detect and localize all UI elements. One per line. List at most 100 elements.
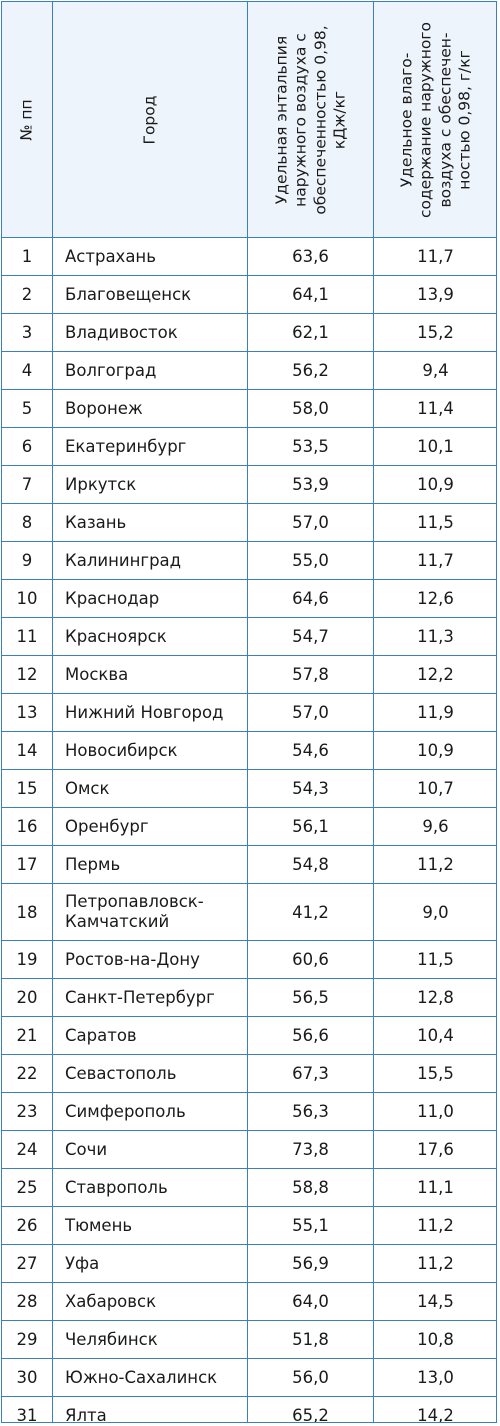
city-cell: Саратов (52, 1016, 248, 1055)
city-cell: Омск (52, 769, 248, 808)
table-row: 21 Саратов 56,6 10,4 (2, 1016, 496, 1055)
city-cell: Красноярск (52, 617, 248, 656)
row-number: 29 (2, 1320, 53, 1359)
header-moisture: Удельное влаго-содержание наружного возд… (373, 2, 496, 238)
city-cell: Хабаровск (52, 1282, 248, 1321)
row-number: 31 (2, 1396, 53, 1422)
row-number: 14 (2, 731, 53, 770)
enthalpy-cell: 64,6 (247, 579, 374, 618)
enthalpy-cell: 73,8 (247, 1130, 374, 1169)
city-cell: Пермь (52, 845, 248, 884)
enthalpy-cell: 65,2 (247, 1396, 374, 1422)
table-header: № пп Город Удельная энтальпия наружного … (2, 2, 496, 238)
enthalpy-cell: 57,0 (247, 693, 374, 732)
moisture-cell: 17,6 (373, 1130, 496, 1169)
city-cell: Краснодар (52, 579, 248, 618)
moisture-cell: 13,0 (373, 1358, 496, 1397)
city-cell: Новосибирск (52, 731, 248, 770)
city-cell: Калининград (52, 541, 248, 580)
moisture-cell: 11,2 (373, 1206, 496, 1245)
table-row: 11 Красноярск 54,7 11,3 (2, 617, 496, 656)
moisture-cell: 11,1 (373, 1168, 496, 1207)
city-cell: Санкт-Петербург (52, 978, 248, 1017)
table-row: 17 Пермь 54,8 11,2 (2, 845, 496, 884)
table-row: 1 Астрахань 63,6 11,7 (2, 237, 496, 276)
header-enthalpy: Удельная энтальпия наружного воздуха с о… (247, 2, 374, 238)
city-cell: Иркутск (52, 465, 248, 504)
enthalpy-cell: 54,8 (247, 845, 374, 884)
enthalpy-cell: 41,2 (247, 883, 374, 941)
row-number: 3 (2, 313, 53, 352)
city-cell: Тюмень (52, 1206, 248, 1245)
moisture-cell: 11,7 (373, 237, 496, 276)
moisture-cell: 11,2 (373, 1244, 496, 1283)
table-row: 26 Тюмень 55,1 11,2 (2, 1206, 496, 1245)
row-number: 11 (2, 617, 53, 656)
table-row: 31 Ялта 65,2 14,2 (2, 1396, 496, 1422)
city-cell: Волгоград (52, 351, 248, 390)
table-row: 2 Благовещенск 64,1 13,9 (2, 275, 496, 314)
table-row: 7 Иркутск 53,9 10,9 (2, 465, 496, 504)
moisture-cell: 9,0 (373, 883, 496, 941)
enthalpy-cell: 58,8 (247, 1168, 374, 1207)
row-number: 8 (2, 503, 53, 542)
city-cell: Воронеж (52, 389, 248, 428)
header-num: № пп (2, 2, 53, 238)
row-number: 6 (2, 427, 53, 466)
table-row: 25 Ставрополь 58,8 11,1 (2, 1168, 496, 1207)
row-number: 1 (2, 237, 53, 276)
city-cell: Севастополь (52, 1054, 248, 1093)
row-number: 15 (2, 769, 53, 808)
table-body: 1 Астрахань 63,6 11,7 2 Благовещенск 64,1 13,9 3… (2, 237, 496, 1422)
enthalpy-cell: 57,0 (247, 503, 374, 542)
row-number: 2 (2, 275, 53, 314)
moisture-cell: 12,8 (373, 978, 496, 1017)
row-number: 30 (2, 1358, 53, 1397)
row-number: 12 (2, 655, 53, 694)
moisture-cell: 12,6 (373, 579, 496, 618)
row-number: 17 (2, 845, 53, 884)
enthalpy-cell: 56,5 (247, 978, 374, 1017)
enthalpy-cell: 67,3 (247, 1054, 374, 1093)
city-cell: Благовещенск (52, 275, 248, 314)
row-number: 20 (2, 978, 53, 1017)
row-number: 24 (2, 1130, 53, 1169)
table-row: 23 Симферополь 56,3 11,0 (2, 1092, 496, 1131)
enthalpy-cell: 57,8 (247, 655, 374, 694)
table-row: 10 Краснодар 64,6 12,6 (2, 579, 496, 618)
table-row: 20 Санкт-Петербург 56,5 12,8 (2, 978, 496, 1017)
city-cell: Астрахань (52, 237, 248, 276)
table-row: 13 Нижний Новгород 57,0 11,9 (2, 693, 496, 732)
header-enthalpy-label: Удельная энтальпия наружного воздуха с о… (271, 24, 348, 215)
row-number: 4 (2, 351, 53, 390)
city-cell: Ставрополь (52, 1168, 248, 1207)
city-cell: Сочи (52, 1130, 248, 1169)
table-row: 29 Челябинск 51,8 10,8 (2, 1320, 496, 1359)
table-row: 6 Екатеринбург 53,5 10,1 (2, 427, 496, 466)
row-number: 18 (2, 883, 53, 941)
row-number: 9 (2, 541, 53, 580)
table-row: 24 Сочи 73,8 17,6 (2, 1130, 496, 1169)
enthalpy-cell: 55,1 (247, 1206, 374, 1245)
row-number: 16 (2, 807, 53, 846)
enthalpy-cell: 56,0 (247, 1358, 374, 1397)
header-city-label: Город (140, 95, 159, 144)
row-number: 19 (2, 940, 53, 979)
header-num-label: № пп (17, 98, 36, 141)
moisture-cell: 15,2 (373, 313, 496, 352)
city-cell: Екатеринбург (52, 427, 248, 466)
enthalpy-cell: 54,7 (247, 617, 374, 656)
moisture-cell: 12,2 (373, 655, 496, 694)
enthalpy-cell: 54,3 (247, 769, 374, 808)
row-number: 21 (2, 1016, 53, 1055)
table-row: 15 Омск 54,3 10,7 (2, 769, 496, 808)
table-row: 12 Москва 57,8 12,2 (2, 655, 496, 694)
moisture-cell: 11,5 (373, 940, 496, 979)
table-row: 14 Новосибирск 54,6 10,9 (2, 731, 496, 770)
row-number: 22 (2, 1054, 53, 1093)
city-cell: Ростов-на-Дону (52, 940, 248, 979)
moisture-cell: 10,9 (373, 731, 496, 770)
city-cell: Петропавловск- Камчатский (52, 883, 248, 941)
